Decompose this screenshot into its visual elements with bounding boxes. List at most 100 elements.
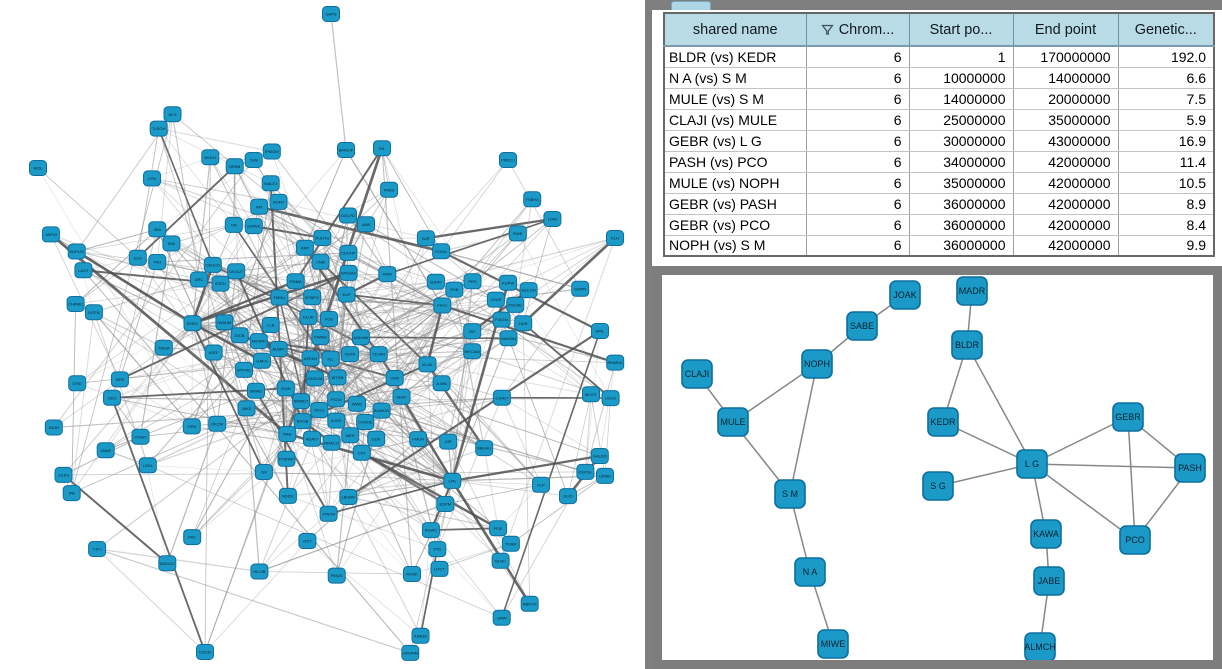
node-shape[interactable]	[204, 344, 223, 361]
network-edge[interactable]	[514, 199, 533, 305]
network-edge[interactable]	[204, 157, 211, 653]
network-edge[interactable]	[508, 289, 530, 339]
node-shape[interactable]	[492, 311, 511, 328]
network-edge[interactable]	[76, 113, 173, 252]
node-shape[interactable]	[794, 557, 826, 587]
node-shape[interactable]	[298, 533, 317, 549]
network-node[interactable]: BUWOD	[372, 402, 391, 419]
node-shape[interactable]	[327, 391, 346, 408]
network-edge[interactable]	[452, 480, 569, 497]
network-edge[interactable]	[307, 540, 421, 637]
network-node[interactable]: JWFIG	[41, 226, 60, 243]
network-edge[interactable]	[212, 206, 260, 266]
network-node[interactable]: LBHNR	[339, 489, 358, 505]
cell-shared_name[interactable]: NOPH (vs) S M	[664, 235, 807, 257]
network-edge[interactable]	[302, 420, 419, 440]
network-node[interactable]: SEEF	[392, 388, 411, 405]
network-edge[interactable]	[97, 548, 260, 573]
node-shape[interactable]	[96, 442, 115, 459]
network-node[interactable]: CEGCM	[305, 370, 324, 387]
subnetwork-node-SM[interactable]: S M	[774, 479, 806, 509]
network-node[interactable]: GRW	[492, 609, 511, 626]
network-node[interactable]: CNM	[311, 253, 330, 270]
network-edge[interactable]	[439, 543, 512, 570]
node-shape[interactable]	[247, 382, 265, 399]
network-node[interactable]: KRW	[378, 266, 397, 283]
network-edge[interactable]	[436, 480, 453, 550]
network-edge[interactable]	[263, 471, 453, 482]
subnetwork-node-MULE[interactable]: MULE	[717, 407, 749, 437]
node-shape[interactable]	[143, 170, 161, 187]
network-edge[interactable]	[361, 438, 419, 454]
network-node[interactable]: KIMGA	[411, 627, 430, 644]
network-edge[interactable]	[328, 318, 473, 352]
network-edge[interactable]	[321, 237, 348, 295]
network-node[interactable]: TNISA	[154, 339, 173, 356]
network-edge[interactable]	[522, 322, 612, 399]
node-shape[interactable]	[320, 311, 338, 327]
node-shape[interactable]	[514, 315, 533, 332]
network-node[interactable]: TJFJ	[88, 541, 107, 557]
cell-genetic[interactable]: 11.4	[1118, 151, 1215, 173]
network-node[interactable]: UKOUT	[227, 263, 246, 280]
network-node[interactable]: ICL	[321, 350, 340, 367]
cell-genetic[interactable]: 192.0	[1118, 46, 1215, 68]
network-node[interactable]: FFFC	[433, 297, 452, 314]
node-shape[interactable]	[1033, 566, 1065, 596]
cell-end[interactable]: 42000000	[1013, 172, 1119, 194]
network-edge[interactable]	[76, 228, 158, 252]
node-shape[interactable]	[433, 297, 452, 314]
network-edge[interactable]	[445, 484, 542, 505]
network-node[interactable]: AJEF	[204, 344, 223, 361]
node-shape[interactable]	[84, 304, 103, 321]
network-node[interactable]: AOKAW	[351, 329, 370, 346]
network-edge[interactable]	[219, 283, 241, 336]
network-node[interactable]: FWNM	[311, 329, 330, 346]
network-edge[interactable]	[93, 311, 193, 427]
node-shape[interactable]	[29, 160, 47, 176]
column-header-end-point[interactable]: End point	[1013, 13, 1119, 47]
network-node[interactable]: WRL	[591, 323, 609, 339]
node-shape[interactable]	[357, 216, 375, 233]
network-node[interactable]: TGIEK	[501, 535, 520, 552]
network-edge[interactable]	[158, 128, 272, 153]
node-shape[interactable]	[590, 448, 609, 464]
node-shape[interactable]	[432, 243, 451, 260]
node-shape[interactable]	[717, 407, 749, 437]
network-node[interactable]: UGGJ	[601, 390, 620, 407]
network-edge[interactable]	[452, 480, 542, 486]
network-edge[interactable]	[217, 420, 303, 425]
network-node[interactable]: OOWJ	[131, 428, 150, 445]
network-node[interactable]: CJHET	[492, 389, 511, 406]
node-shape[interactable]	[1119, 525, 1151, 555]
network-edge[interactable]	[105, 340, 260, 451]
node-shape[interactable]	[321, 350, 340, 367]
node-shape[interactable]	[491, 552, 510, 569]
network-node[interactable]: JNT	[463, 323, 482, 340]
node-shape[interactable]	[224, 216, 243, 233]
node-shape[interactable]	[244, 152, 263, 168]
node-shape[interactable]	[41, 226, 60, 243]
network-edge[interactable]	[345, 149, 443, 306]
cell-shared_name[interactable]: BLDR (vs) KEDR	[664, 46, 807, 68]
network-node[interactable]: RWE	[508, 225, 527, 242]
network-edge[interactable]	[191, 157, 211, 324]
network-edge[interactable]	[440, 159, 509, 252]
network-edge[interactable]	[381, 305, 443, 411]
network-node[interactable]: MALEJ	[261, 175, 280, 192]
network-edge[interactable]	[567, 394, 592, 497]
network-node[interactable]: RMMHC	[606, 354, 625, 371]
network-edge[interactable]	[37, 167, 193, 427]
node-shape[interactable]	[499, 274, 518, 291]
network-node[interactable]: WOL	[29, 160, 47, 176]
network-node[interactable]: JAKE	[237, 400, 256, 417]
node-shape[interactable]	[196, 644, 214, 660]
node-shape[interactable]	[341, 427, 360, 444]
network-edge[interactable]	[220, 189, 390, 284]
network-edge[interactable]	[105, 390, 257, 451]
subnetwork-node-KEDR[interactable]: KEDR	[927, 407, 959, 437]
network-edge[interactable]	[96, 548, 411, 654]
network-edge[interactable]	[210, 157, 255, 227]
cell-end[interactable]: 35000000	[1013, 109, 1119, 131]
node-shape[interactable]	[252, 352, 271, 369]
